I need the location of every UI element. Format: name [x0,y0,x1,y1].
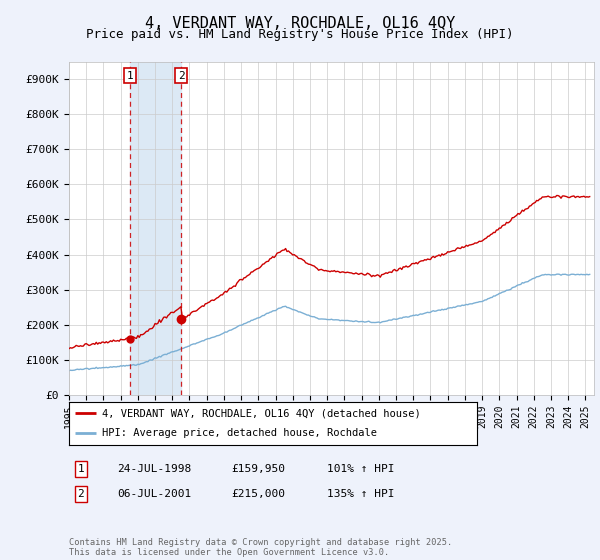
Text: 135% ↑ HPI: 135% ↑ HPI [327,489,395,499]
Text: Contains HM Land Registry data © Crown copyright and database right 2025.
This d: Contains HM Land Registry data © Crown c… [69,538,452,557]
Text: 1: 1 [127,71,133,81]
Text: Price paid vs. HM Land Registry's House Price Index (HPI): Price paid vs. HM Land Registry's House … [86,28,514,41]
Text: £159,950: £159,950 [231,464,285,474]
Text: 06-JUL-2001: 06-JUL-2001 [117,489,191,499]
Text: 2: 2 [77,489,85,499]
Text: 101% ↑ HPI: 101% ↑ HPI [327,464,395,474]
Text: 1: 1 [77,464,85,474]
Text: 24-JUL-1998: 24-JUL-1998 [117,464,191,474]
Bar [130,62,181,395]
Text: £215,000: £215,000 [231,489,285,499]
Text: 2: 2 [178,71,184,81]
Text: HPI: Average price, detached house, Rochdale: HPI: Average price, detached house, Roch… [101,428,377,438]
Text: 4, VERDANT WAY, ROCHDALE, OL16 4QY: 4, VERDANT WAY, ROCHDALE, OL16 4QY [145,16,455,31]
Text: 4, VERDANT WAY, ROCHDALE, OL16 4QY (detached house): 4, VERDANT WAY, ROCHDALE, OL16 4QY (deta… [101,408,421,418]
